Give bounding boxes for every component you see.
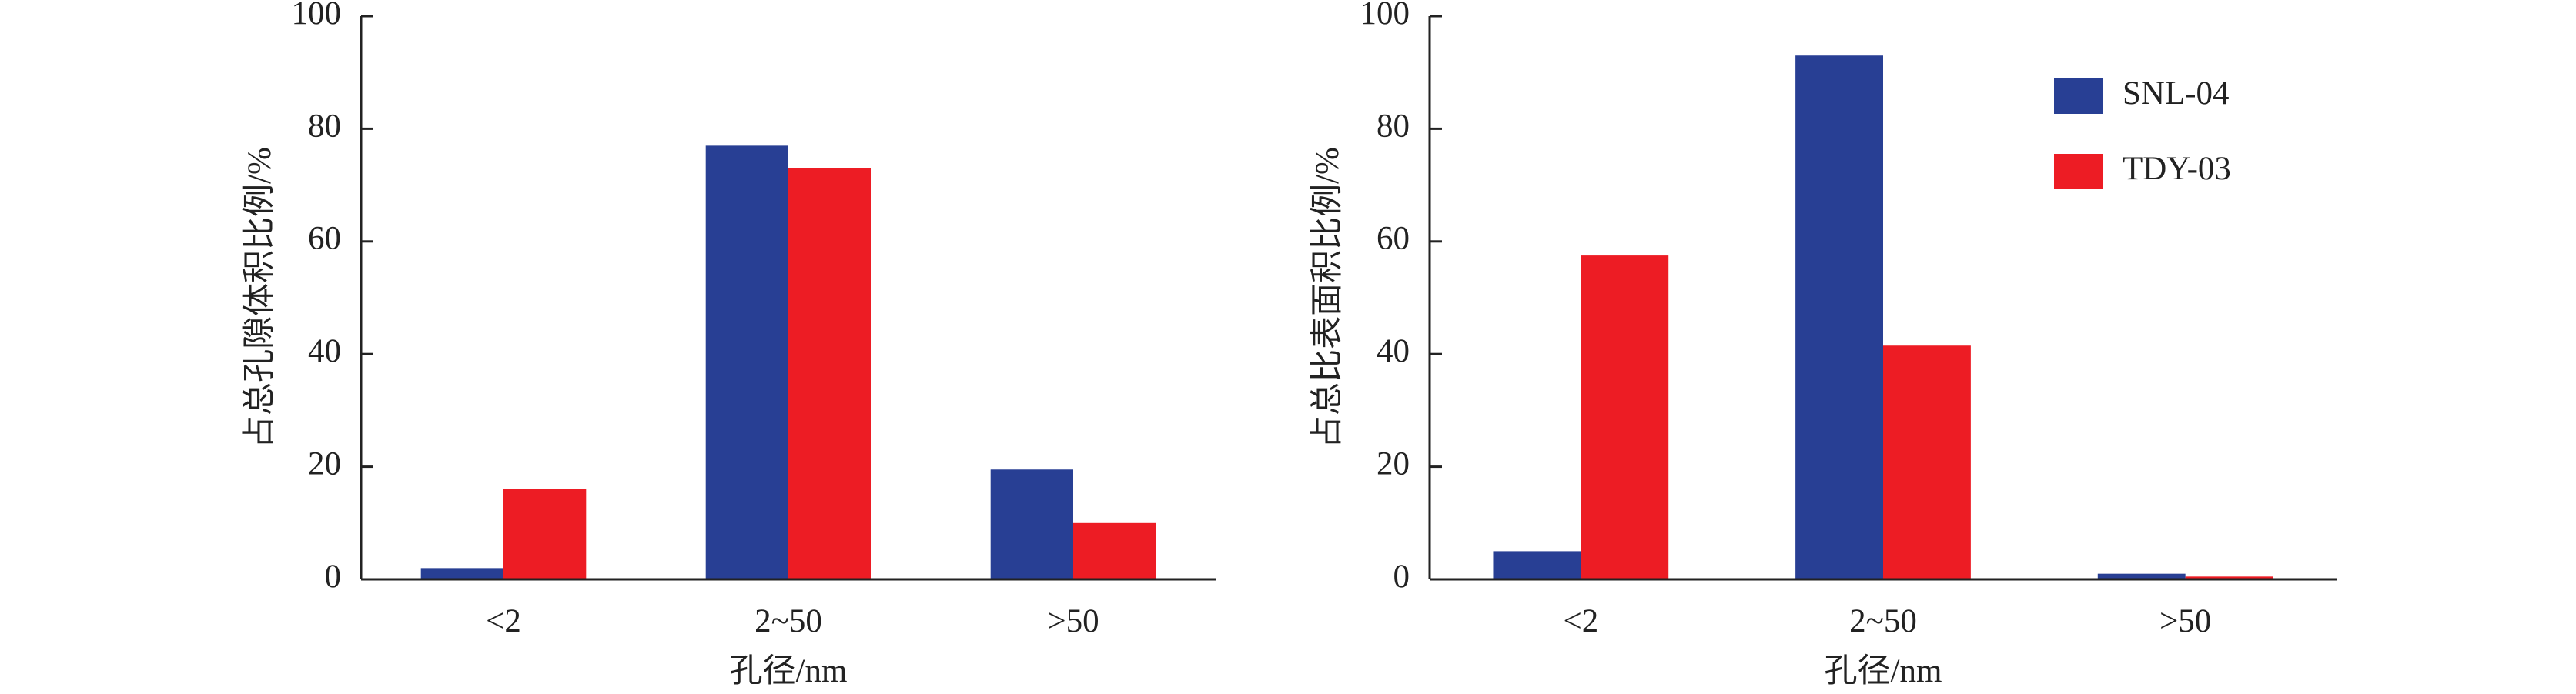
y-tick-label: 100 bbox=[1360, 0, 1410, 32]
y-axis-label: 占总比表面积比例/% bbox=[1310, 147, 1346, 449]
legend-label: TDY-03 bbox=[2123, 151, 2231, 187]
y-axis-label: 占总孔隙体积比例/% bbox=[242, 147, 278, 449]
legend-swatch bbox=[2054, 78, 2103, 114]
x-axis-label: 孔径/nm bbox=[1825, 653, 1942, 689]
x-tick-label: 2~50 bbox=[754, 603, 822, 639]
bar bbox=[1883, 345, 1971, 579]
bar bbox=[1493, 551, 1581, 579]
bar bbox=[705, 145, 788, 580]
y-tick-label: 80 bbox=[308, 108, 341, 144]
y-tick-label: 40 bbox=[1377, 333, 1410, 369]
bar bbox=[990, 469, 1073, 579]
x-tick-label: <2 bbox=[486, 603, 521, 639]
x-tick-label: >50 bbox=[2159, 603, 2211, 639]
y-tick-label: 80 bbox=[1377, 108, 1410, 144]
bar bbox=[420, 568, 503, 579]
legend-label: SNL-04 bbox=[2123, 75, 2230, 112]
y-tick-label: 60 bbox=[1377, 221, 1410, 257]
y-tick-label: 20 bbox=[1377, 445, 1410, 482]
y-tick-label: 40 bbox=[308, 333, 341, 369]
y-tick-label: 0 bbox=[325, 559, 342, 595]
x-axis-label: 孔径/nm bbox=[730, 653, 848, 689]
y-tick-label: 0 bbox=[1393, 559, 1410, 595]
bar bbox=[2097, 573, 2186, 579]
bar bbox=[788, 168, 871, 579]
bar bbox=[2185, 576, 2273, 579]
x-tick-label: >50 bbox=[1047, 603, 1099, 639]
bar bbox=[503, 489, 587, 579]
legend-swatch bbox=[2054, 154, 2103, 189]
bar bbox=[1581, 255, 1669, 579]
bar bbox=[1795, 55, 1883, 580]
x-tick-label: <2 bbox=[1563, 603, 1598, 639]
y-tick-label: 100 bbox=[292, 0, 342, 32]
y-tick-label: 60 bbox=[308, 221, 341, 257]
x-tick-label: 2~50 bbox=[1849, 603, 1917, 639]
bar bbox=[1073, 522, 1156, 579]
y-tick-label: 20 bbox=[308, 445, 341, 482]
